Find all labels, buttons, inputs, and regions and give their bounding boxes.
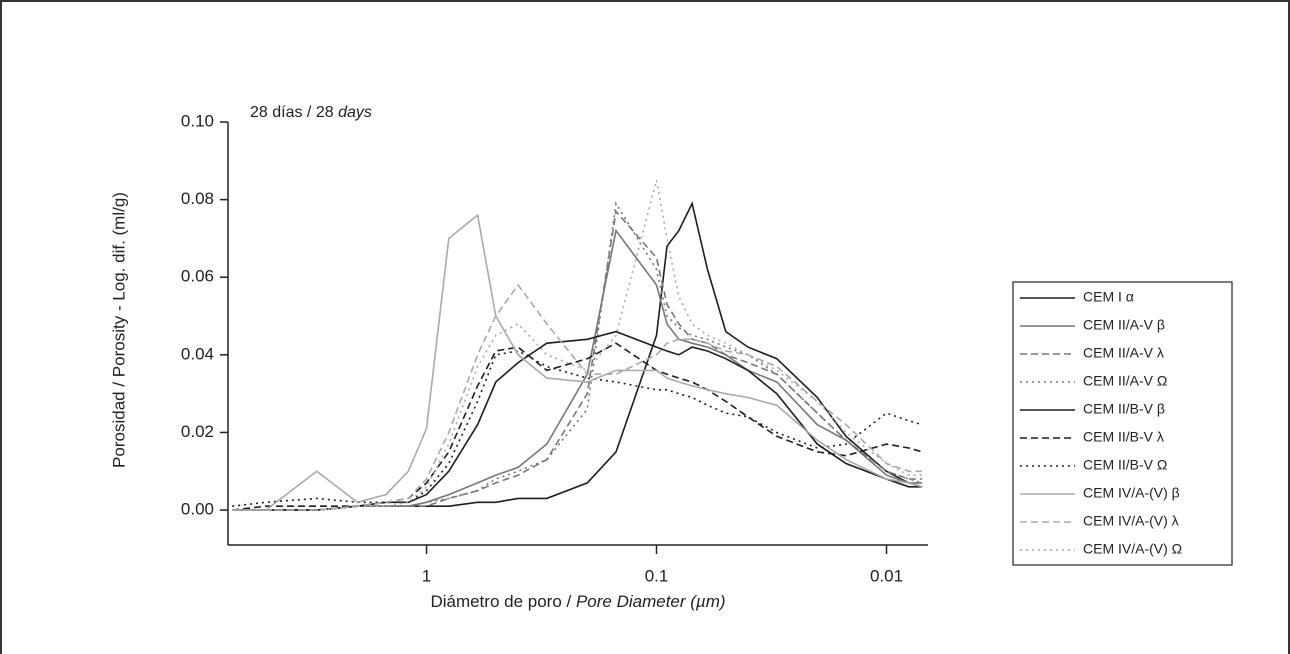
- y-tick-label: 0.02: [181, 422, 214, 441]
- annotation-part: days: [338, 104, 372, 121]
- series-line: [232, 330, 923, 511]
- series-line: [232, 283, 923, 511]
- y-tick-label: 0.10: [181, 111, 214, 130]
- x-tick-label: 0.01: [870, 566, 903, 585]
- series-line: [232, 201, 923, 511]
- legend-label: CEM II/A-V Ω: [1083, 373, 1167, 389]
- x-tick-label: 0.1: [645, 566, 669, 585]
- y-tick-label: 0.04: [181, 344, 214, 363]
- legend-label: CEM IV/A-(V) λ: [1083, 513, 1179, 529]
- annotation-part: 28 días / 28: [250, 104, 338, 121]
- legend-label: CEM II/B-V Ω: [1083, 457, 1167, 473]
- series-line: [232, 342, 923, 511]
- legend-label: CEM II/B-V β: [1083, 401, 1165, 417]
- y-axis-title: Porosidad / Porosity - Log. dif. (ml/g): [109, 192, 128, 468]
- legend-label: CEM II/A-V β: [1083, 317, 1165, 333]
- legend-label: CEM I α: [1083, 289, 1134, 305]
- y-tick-label: 0.08: [181, 189, 214, 208]
- legend-box: [1012, 281, 1233, 566]
- series-line: [232, 350, 923, 507]
- x-axis-title-part: Pore Diameter (µm): [576, 592, 726, 611]
- x-tick-label: 1: [422, 566, 431, 585]
- series-line: [232, 209, 923, 511]
- y-tick-label: 0.06: [181, 267, 214, 286]
- series-line: [232, 213, 923, 511]
- legend-label: CEM IV/A-(V) β: [1083, 485, 1180, 501]
- series-line: [232, 228, 923, 511]
- legend-label: CEM II/A-V λ: [1083, 345, 1164, 361]
- x-axis-title: Diámetro de poro / Pore Diameter (µm): [430, 592, 725, 611]
- legend-label: CEM IV/A-(V) Ω: [1083, 541, 1182, 557]
- annotation: 28 días / 28 days: [250, 104, 372, 121]
- legend-label: CEM II/B-V λ: [1083, 429, 1164, 445]
- x-axis-title-part: Diámetro de poro /: [430, 592, 576, 611]
- series-line: [232, 179, 923, 511]
- series-line: [232, 201, 923, 511]
- y-tick-label: 0.00: [181, 500, 214, 519]
